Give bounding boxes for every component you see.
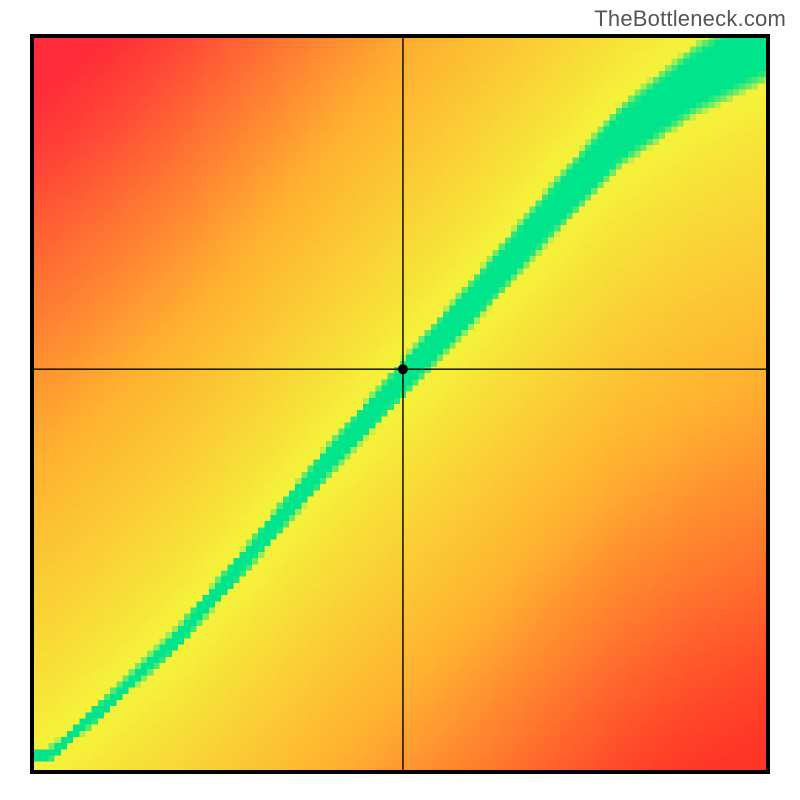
chart-wrapper: TheBottleneck.com bbox=[0, 0, 800, 800]
plot-area bbox=[30, 34, 770, 774]
heatmap-canvas bbox=[30, 34, 770, 774]
attribution-text: TheBottleneck.com bbox=[594, 6, 786, 32]
